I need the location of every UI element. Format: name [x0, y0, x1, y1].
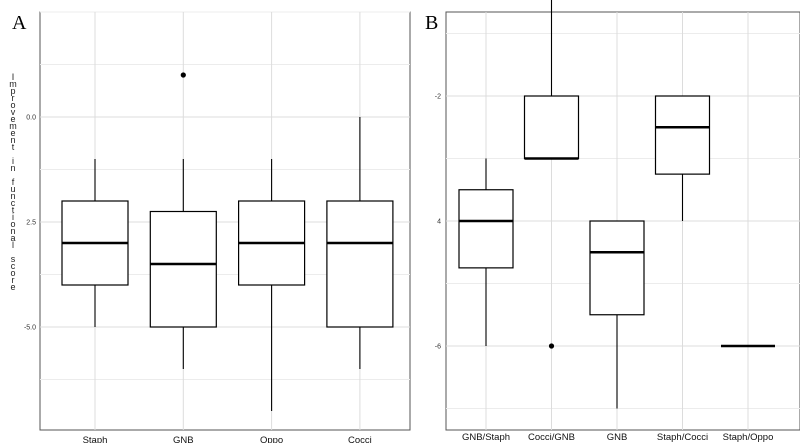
y-tick-label: 2.5 — [26, 220, 36, 227]
y-axis-label-char: i — [12, 156, 14, 166]
x-tick-label: Cocci — [348, 435, 372, 443]
y-axis-label-char: n — [10, 135, 15, 145]
panel-a-y-ticks: 0.0 2.5 -5.0 — [24, 115, 36, 332]
y-axis-label-char: t — [12, 205, 15, 215]
box-gnb-staph — [458, 158, 514, 346]
box-iqr — [589, 220, 645, 316]
x-tick-label: Staph — [83, 435, 108, 443]
y-axis-label-char: o — [10, 100, 15, 110]
panel-a-x-ticks: Staph GNB Oppo Cocci — [83, 435, 372, 443]
outlier-point — [180, 72, 186, 78]
y-axis-label-char: u — [10, 184, 15, 194]
y-tick-label: -5.0 — [24, 325, 36, 332]
y-axis-label-char: s — [11, 254, 16, 264]
box-iqr — [523, 95, 580, 160]
y-axis-label-char: r — [12, 275, 15, 285]
box-iqr — [326, 200, 394, 328]
panel-b-y-ticks: -2 4 -6 — [435, 94, 441, 351]
x-tick-label: Cocci/GNB — [528, 432, 575, 443]
x-tick-label: Oppo — [260, 435, 283, 443]
panel-a-letter: A — [12, 12, 27, 34]
box-cocci-gnb — [523, 0, 580, 349]
y-tick-label: 0.0 — [26, 115, 36, 122]
box-staph — [61, 159, 129, 327]
x-tick-label: GNB — [173, 435, 194, 443]
box-iqr — [654, 95, 711, 175]
y-axis-label-char: v — [11, 107, 16, 117]
y-axis-label-char: c — [11, 198, 16, 208]
x-tick-label: GNB — [607, 432, 628, 443]
y-axis-label-char: e — [10, 114, 15, 124]
box-gnb — [589, 220, 645, 409]
y-tick-label: -2 — [435, 94, 441, 101]
box-oppo — [238, 159, 306, 411]
y-axis-label-char: l — [12, 240, 14, 250]
y-axis-label-char: t — [12, 142, 15, 152]
y-tick-label: -6 — [435, 344, 441, 351]
y-axis-label-char: n — [10, 226, 15, 236]
y-axis-label-char: m — [9, 121, 17, 131]
y-axis-label-char: r — [12, 93, 15, 103]
y-axis-label-char: I — [12, 72, 15, 82]
y-axis-label-char: a — [10, 233, 15, 243]
y-axis-label-char: e — [10, 282, 15, 292]
box-iqr — [149, 210, 217, 328]
x-tick-label: GNB/Staph — [462, 432, 510, 443]
panel-a-boxes — [61, 72, 394, 411]
y-axis-label-char: o — [10, 268, 15, 278]
box-cocci — [326, 117, 394, 369]
y-axis-label-char: i — [12, 212, 14, 222]
y-tick-label: 4 — [437, 219, 441, 226]
y-axis-label-char: n — [10, 191, 15, 201]
box-staph-cocci — [654, 95, 711, 221]
panel-b-boxes — [458, 0, 775, 409]
y-axis-label-char: n — [10, 163, 15, 173]
y-axis-label-char: m — [9, 79, 17, 89]
panel-b-letter: B — [425, 12, 438, 34]
x-tick-label: Staph/Oppo — [723, 432, 774, 443]
panel-b: B -2 4 -6 GNB/Staph Cocci/GNB GNB Staph/Cocci… — [425, 0, 800, 443]
box-iqr — [458, 189, 514, 269]
panel-b-x-ticks: GNB/Staph Cocci/GNB GNB Staph/Cocci Staph/Op… — [462, 432, 773, 443]
x-tick-label: Staph/Cocci — [657, 432, 708, 443]
y-axis-label-char: p — [10, 86, 15, 96]
y-axis-label-char: f — [12, 177, 15, 187]
y-axis-label-char: e — [10, 128, 15, 138]
y-axis-label-char: c — [11, 261, 16, 271]
box-gnb — [149, 72, 217, 369]
y-axis-label-char: o — [10, 219, 15, 229]
outlier-point — [548, 343, 555, 349]
